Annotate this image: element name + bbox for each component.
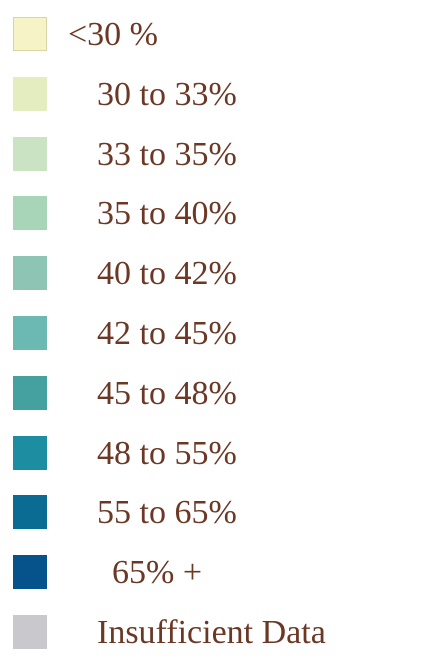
legend-label: 42 to 45% bbox=[97, 315, 237, 352]
legend-swatch bbox=[13, 435, 47, 470]
legend-item: <30 % bbox=[0, 10, 432, 60]
legend-item: 33 to 35% bbox=[0, 130, 432, 180]
legend-swatch bbox=[13, 136, 47, 171]
legend-label: 40 to 42% bbox=[97, 255, 237, 293]
legend-label: 45 to 48% bbox=[97, 374, 237, 412]
legend-swatch bbox=[13, 196, 47, 231]
legend-item: 45 to 48% bbox=[0, 369, 432, 419]
legend-swatch bbox=[13, 256, 47, 291]
legend-swatch bbox=[13, 555, 47, 590]
legend-swatch bbox=[13, 375, 47, 410]
legend-label: <30 % bbox=[68, 16, 158, 53]
legend-swatch bbox=[13, 316, 47, 350]
legend-swatch bbox=[13, 76, 47, 111]
legend-label: 33 to 35% bbox=[97, 135, 237, 173]
legend-label: 55 to 65% bbox=[97, 494, 237, 532]
legend-item: 55 to 65% bbox=[0, 488, 432, 538]
legend-item: 48 to 55% bbox=[0, 429, 432, 479]
legend-label: 65% + bbox=[112, 554, 202, 592]
legend-label: 48 to 55% bbox=[97, 434, 237, 472]
legend-label: Insufficient Data bbox=[97, 614, 326, 651]
legend-item: 35 to 40% bbox=[0, 189, 432, 239]
legend-item: 30 to 33% bbox=[0, 70, 432, 120]
legend-item: 40 to 42% bbox=[0, 249, 432, 299]
legend-label: 30 to 33% bbox=[97, 75, 237, 113]
legend-item: 65% + bbox=[0, 548, 432, 598]
legend-label: 35 to 40% bbox=[97, 195, 237, 233]
legend-swatch bbox=[13, 495, 47, 530]
legend-swatch bbox=[13, 17, 47, 51]
legend-item: 42 to 45% bbox=[0, 309, 432, 359]
legend-swatch bbox=[13, 615, 47, 649]
legend-item: Insufficient Data bbox=[0, 608, 432, 658]
